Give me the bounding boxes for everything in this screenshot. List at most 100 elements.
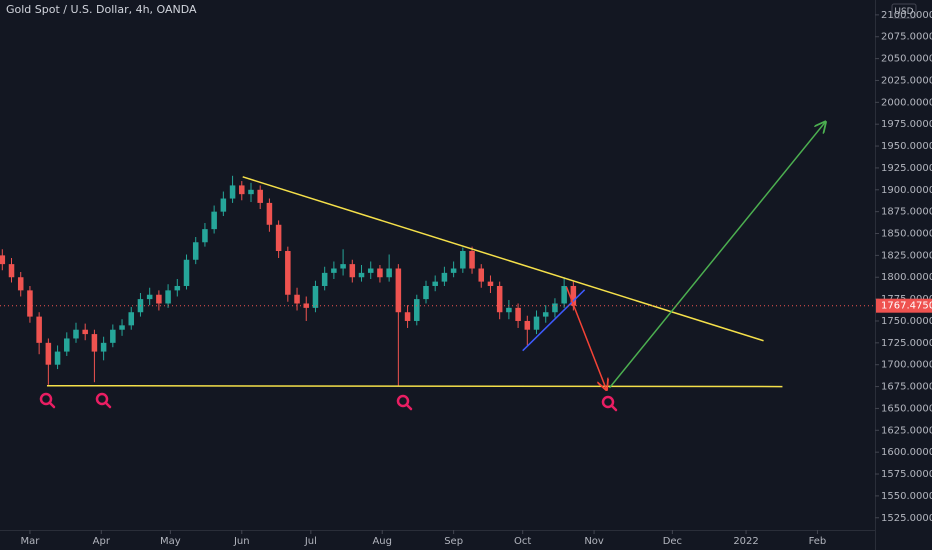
candle-body bbox=[146, 294, 153, 300]
candle-body bbox=[321, 272, 328, 286]
currency-box bbox=[891, 3, 917, 19]
y-tick-label: 1625.0000 bbox=[881, 425, 932, 436]
candle-body bbox=[515, 307, 521, 321]
candle-body bbox=[156, 294, 162, 304]
candle-body bbox=[303, 303, 310, 308]
last-price-box bbox=[876, 298, 932, 313]
x-tick-label: Feb bbox=[809, 536, 827, 547]
x-tick-label: 2022 bbox=[733, 536, 758, 547]
x-tick-label: Mar bbox=[20, 536, 40, 547]
candle-body bbox=[386, 268, 392, 278]
y-tick-label: 2050.0000 bbox=[881, 54, 932, 65]
candle-body bbox=[202, 229, 208, 243]
candle-body bbox=[165, 290, 171, 304]
candle-body bbox=[340, 264, 346, 269]
candle-body bbox=[82, 329, 88, 335]
y-tick-label: 1575.0000 bbox=[881, 469, 932, 480]
candle-body bbox=[64, 338, 70, 352]
candle-body bbox=[542, 312, 549, 317]
candle-body bbox=[8, 264, 15, 278]
search-icon bbox=[39, 392, 56, 409]
candle-body bbox=[441, 272, 448, 282]
y-tick-label: 1675.0000 bbox=[881, 382, 932, 393]
candle-body bbox=[312, 285, 319, 308]
candle-body bbox=[506, 307, 512, 313]
y-tick-label: 1950.0000 bbox=[881, 141, 932, 152]
y-tick-label: 1550.0000 bbox=[881, 491, 932, 502]
candle-body bbox=[110, 329, 116, 343]
x-tick-label: Aug bbox=[372, 536, 392, 547]
candle-body bbox=[17, 277, 24, 291]
trend-line bbox=[46, 384, 783, 388]
y-tick-label: 1925.0000 bbox=[881, 163, 932, 174]
x-tick-label: May bbox=[160, 536, 181, 547]
y-tick-label: 1700.0000 bbox=[881, 360, 932, 371]
candle-body bbox=[478, 268, 485, 282]
y-tick-label: 1850.0000 bbox=[881, 229, 932, 240]
candle-body bbox=[229, 185, 236, 199]
candle-body bbox=[100, 342, 107, 352]
candle-body bbox=[183, 259, 190, 286]
candle-body bbox=[275, 224, 282, 252]
candle-body bbox=[174, 285, 181, 291]
y-tick-label: 1900.0000 bbox=[881, 185, 932, 196]
candle-body bbox=[349, 264, 356, 278]
candle-body bbox=[192, 242, 199, 260]
candle-body bbox=[27, 290, 33, 317]
candle-body bbox=[414, 299, 420, 321]
x-tick-label: Nov bbox=[584, 536, 604, 547]
candle-body bbox=[367, 268, 374, 273]
candle-body bbox=[239, 185, 245, 195]
candle-body bbox=[294, 294, 300, 304]
y-tick-label: 1975.0000 bbox=[881, 119, 932, 130]
candle-body bbox=[248, 189, 254, 195]
candle-body bbox=[128, 312, 135, 326]
candle-body bbox=[119, 325, 125, 330]
candle-body bbox=[45, 342, 52, 365]
arrow bbox=[608, 122, 826, 389]
y-tick-label: 1600.0000 bbox=[881, 447, 932, 458]
search-icons bbox=[39, 392, 618, 412]
x-tick-label: Jul bbox=[304, 536, 317, 547]
candle-body bbox=[487, 281, 494, 286]
candle-body bbox=[533, 316, 540, 330]
candle-body bbox=[266, 202, 273, 225]
candle-body bbox=[285, 251, 291, 295]
trend-line bbox=[242, 176, 764, 342]
y-tick-label: 1750.0000 bbox=[881, 316, 932, 327]
x-tick-label: Jun bbox=[233, 536, 250, 547]
y-tick-label: 1875.0000 bbox=[881, 207, 932, 218]
x-tick-label: Apr bbox=[93, 536, 111, 547]
candle-body bbox=[552, 303, 558, 313]
candle-body bbox=[257, 189, 263, 203]
y-tick-label: 2000.0000 bbox=[881, 97, 932, 108]
x-tick-label: Dec bbox=[663, 536, 682, 547]
candle-body bbox=[377, 268, 383, 278]
x-tick-label: Sep bbox=[444, 536, 463, 547]
candle-body bbox=[91, 334, 98, 352]
candle-body bbox=[404, 312, 411, 321]
y-tick-label: 1800.0000 bbox=[881, 272, 932, 283]
currency-label: USD bbox=[894, 7, 913, 17]
candle-body bbox=[432, 281, 438, 286]
y-tick-label: 1725.0000 bbox=[881, 338, 932, 349]
candle-body bbox=[54, 351, 61, 365]
candle-body bbox=[331, 268, 337, 273]
candle-body bbox=[0, 255, 6, 265]
candle-body bbox=[460, 251, 466, 269]
last-price-label: 1767.4750 bbox=[881, 301, 932, 312]
candle-body bbox=[220, 198, 227, 212]
candle-body bbox=[73, 329, 79, 339]
search-icon bbox=[95, 392, 112, 409]
chart-title: Gold Spot / U.S. Dollar, 4h, OANDA bbox=[6, 3, 197, 16]
y-tick-label: 2100.0000 bbox=[881, 10, 932, 21]
trend-line bbox=[522, 289, 586, 352]
candle-body bbox=[570, 285, 577, 306]
candle-body bbox=[395, 268, 402, 313]
y-tick-label: 2025.0000 bbox=[881, 75, 932, 86]
candle-body bbox=[496, 285, 503, 313]
y-tick-label: 1650.0000 bbox=[881, 403, 932, 414]
search-icon bbox=[396, 394, 413, 411]
